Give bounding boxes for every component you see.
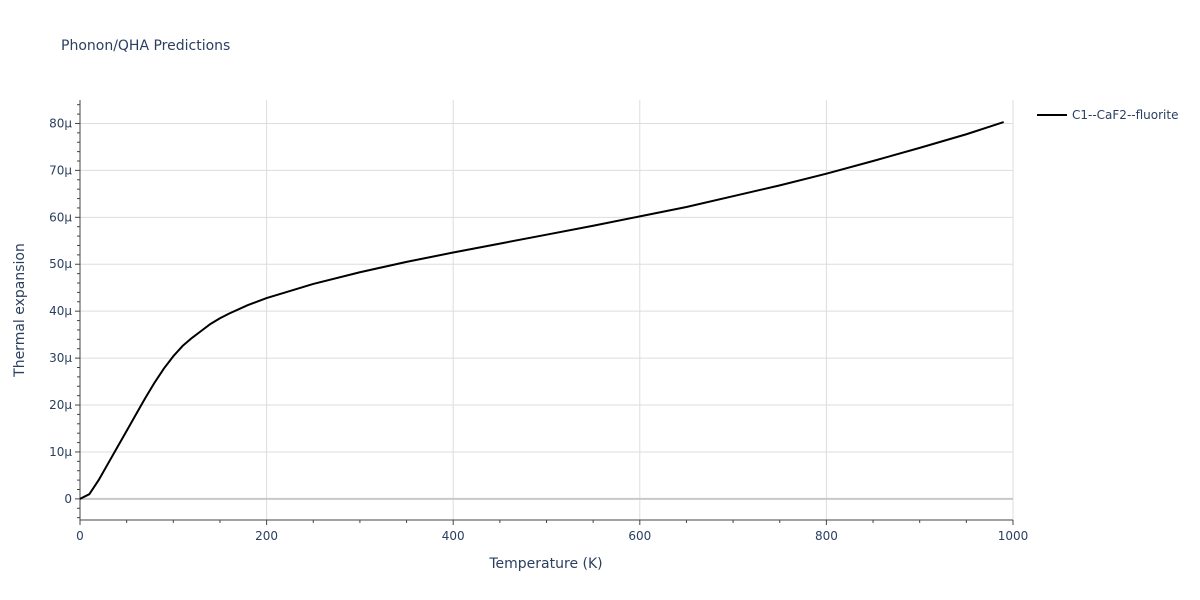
y-tick-label: 30μ	[49, 351, 72, 365]
plot-area	[79, 121, 1004, 500]
y-tick-label: 50μ	[49, 257, 72, 271]
grid	[80, 100, 1014, 520]
series-line	[79, 121, 1004, 500]
x-tick-label: 0	[76, 529, 84, 543]
x-tick-label: 1000	[998, 529, 1029, 543]
y-tick-label: 10μ	[49, 445, 72, 459]
y-tick-label: 0	[64, 492, 72, 506]
y-tick-label: 40μ	[49, 304, 72, 318]
x-tick-label: 600	[628, 529, 651, 543]
chart-title: Phonon/QHA Predictions	[61, 38, 230, 54]
legend[interactable]: C1--CaF2--fluorite	[1037, 108, 1178, 122]
y-tick-label: 60μ	[49, 210, 72, 224]
x-axis-title: Temperature (K)	[488, 556, 602, 572]
x-tick-label: 400	[442, 529, 465, 543]
x-tick-label: 200	[255, 529, 278, 543]
legend-label: C1--CaF2--fluorite	[1072, 108, 1178, 122]
y-tick-label: 80μ	[49, 116, 72, 130]
y-tick-label: 70μ	[49, 163, 72, 177]
y-axis-title: Thermal expansion	[12, 243, 28, 378]
axes: 0 200 400 600 800 1000 0 10μ 20μ 30μ 40μ 50μ 60μ 70μ 8…	[49, 100, 1028, 543]
y-tick-label: 20μ	[49, 398, 72, 412]
x-tick-label: 800	[815, 529, 838, 543]
